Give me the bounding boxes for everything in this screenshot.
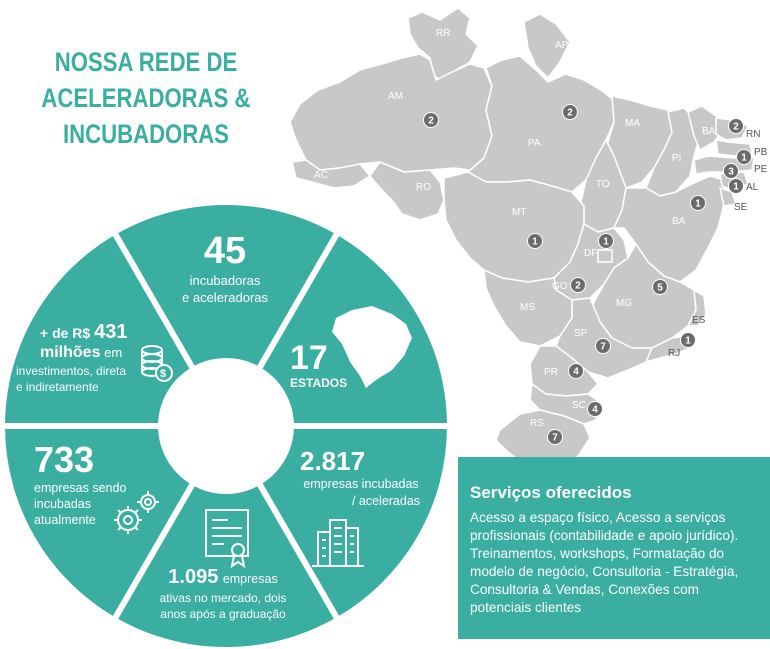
count-badge-pa	[562, 104, 578, 120]
count-value-df: 1	[603, 237, 609, 248]
stat-ativas: 1.095 empresas ativas no mercado, dois a…	[159, 566, 287, 621]
count-badge-go	[570, 277, 586, 293]
count-badge-mg	[652, 279, 668, 295]
count-value-rs: 7	[552, 433, 558, 444]
label-ac: AC	[314, 170, 328, 181]
label-pi: PI	[672, 153, 681, 164]
label-ba-top: BA	[702, 126, 716, 137]
state-es	[687, 289, 707, 327]
label-ms: MS	[520, 302, 535, 313]
segment-ativas	[109, 419, 343, 649]
label-pa: PA	[528, 138, 541, 149]
state-rj	[645, 335, 691, 363]
coins-icon: $	[141, 345, 173, 382]
label-am: AM	[388, 91, 403, 102]
count-value-rn: 2	[733, 122, 739, 133]
count-value-sp: 7	[600, 342, 606, 353]
count-value-pb: 1	[741, 153, 747, 164]
count-badge-ba	[690, 195, 706, 211]
wheel-center	[158, 358, 294, 494]
buildings-icon	[312, 519, 364, 567]
label-sc: SC	[572, 400, 586, 411]
count-badge-al	[728, 178, 744, 194]
label-mg: MG	[616, 298, 632, 309]
state-sp	[555, 297, 653, 379]
count-badge-rs	[547, 429, 563, 445]
brazil-map-icon	[332, 306, 412, 388]
label-df: DF	[584, 248, 597, 259]
label-al: AL	[746, 182, 759, 193]
services-box: Serviços oferecidos Acesso a espaço físi…	[458, 457, 770, 639]
svg-text:$: $	[160, 368, 166, 380]
label-ba: BA	[672, 216, 686, 227]
label-rs: RS	[530, 418, 544, 429]
stat-estados: 17 ESTADOS	[290, 339, 348, 390]
label-pe: PE	[754, 164, 768, 175]
count-value-mg: 5	[657, 283, 663, 294]
count-badge-df	[598, 233, 614, 249]
stat-incubadas-total: 2.817 empresas incubadas / aceleradas	[300, 446, 421, 508]
page-title: NOSSA REDE DE ACELERADORAS & INCUBADORAS	[41, 47, 251, 149]
label-sp: SP	[574, 328, 588, 339]
count-value-mt: 1	[532, 237, 538, 248]
label-es: ES	[692, 315, 706, 326]
services-description: Acesso a espaço físico, Acesso a serviço…	[470, 510, 739, 615]
stat-incubadoras: 45 incubadoras e aceleradoras	[182, 230, 268, 305]
segment-incubadoras	[109, 199, 343, 433]
count-value-pe: 3	[728, 167, 734, 178]
state-sc	[529, 383, 601, 425]
label-pr: PR	[544, 367, 558, 378]
label-pb: PB	[754, 147, 768, 158]
state-ap	[523, 13, 571, 79]
label-rj: RJ	[668, 348, 680, 359]
count-value-pr: 4	[573, 367, 579, 378]
count-badge-sp	[595, 338, 611, 354]
label-rn: RN	[746, 129, 760, 140]
label-go: GO	[552, 281, 568, 292]
count-badge-pb	[736, 149, 752, 165]
count-value-go: 2	[575, 281, 581, 292]
label-to: TO	[596, 179, 610, 190]
count-badge-sc	[587, 401, 603, 417]
stat-incubadas-atual: 733 empresas sendo incubadas atualmente	[34, 439, 127, 528]
label-ap: AP	[555, 40, 569, 51]
state-df	[597, 249, 613, 263]
state-ro	[369, 161, 445, 221]
count-badge-rn	[728, 118, 744, 134]
count-value-pa: 2	[567, 108, 573, 119]
gears-icon	[114, 491, 159, 534]
label-se: SE	[734, 202, 748, 213]
label-mt: MT	[512, 207, 526, 218]
stat-investimentos: + de R$ 431 milhões em investimentos, di…	[16, 321, 128, 394]
services-heading: Serviços oferecidos	[470, 483, 632, 502]
count-badge-am	[423, 112, 439, 128]
count-value-al: 1	[733, 182, 739, 193]
count-value-ba: 1	[695, 199, 701, 210]
count-value-rj: 1	[685, 336, 691, 347]
count-badge-mt	[527, 233, 543, 249]
label-ma: MA	[625, 118, 640, 129]
count-badge-rj	[680, 332, 696, 348]
label-rr: RR	[436, 28, 450, 39]
count-value-am: 2	[428, 116, 434, 127]
certificate-icon	[205, 509, 249, 569]
segment-incubadas-atual	[0, 423, 232, 625]
label-ro: RO	[416, 182, 431, 193]
count-value-sc: 4	[592, 405, 598, 416]
count-badge-pr	[568, 363, 584, 379]
segment-incubadas-total	[220, 423, 454, 625]
count-badge-pe	[723, 163, 739, 179]
state-rr	[407, 7, 479, 83]
